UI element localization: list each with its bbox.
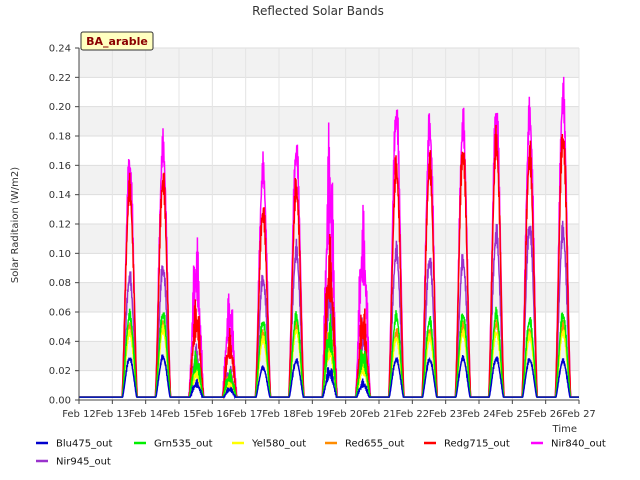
- y-tick-label: 0.04: [49, 337, 71, 348]
- x-tick-label: Feb 14: [129, 409, 163, 420]
- badge-box: [80, 31, 154, 51]
- legend-label: Nir945_out: [56, 457, 111, 468]
- legend-item-redg715-out: Redg715_out: [424, 439, 510, 450]
- legend-item-yel580-out: Yel580_out: [232, 439, 306, 450]
- badge-label: BA_arable: [86, 35, 148, 48]
- y-tick-label: 0.18: [49, 132, 71, 143]
- x-tick-label: Feb 12: [62, 409, 96, 420]
- x-tick-label: Feb 19: [296, 409, 330, 420]
- y-axis-ticks: 0.00 0.02 0.04 0.06 0.08 0.10 0.12 0.14 0.16 0.18…: [49, 44, 79, 407]
- y-tick-label: 0.22: [49, 73, 71, 84]
- y-tick-label: 0.20: [49, 102, 71, 113]
- x-tick-label: Feb 21: [362, 409, 396, 420]
- badge: BA_arable: [80, 31, 154, 51]
- legend-label: Grn535_out: [154, 439, 213, 450]
- x-tick-label: Feb 15: [162, 409, 196, 420]
- y-tick-label: 0.14: [49, 190, 71, 201]
- y-tick-label: 0.06: [49, 308, 71, 319]
- legend-item-nir945-out: Nir945_out: [36, 457, 111, 468]
- y-tick-label: 0.12: [49, 220, 71, 231]
- x-tick-label: Feb 27: [562, 409, 596, 420]
- x-axis-title: Time: [552, 424, 577, 435]
- y-tick-label: 0.02: [49, 366, 71, 377]
- y-tick-label: 0.24: [49, 44, 71, 55]
- legend-label: Blu475_out: [56, 439, 113, 450]
- y-tick-label: 0.00: [49, 396, 71, 407]
- legend-label: Red655_out: [345, 439, 405, 450]
- legend-label: Nir840_out: [551, 439, 606, 450]
- legend-item-red655-out: Red655_out: [325, 439, 405, 450]
- x-tick-label: Feb 13: [96, 409, 130, 420]
- x-tick-label: Feb 23: [429, 409, 463, 420]
- x-tick-label: Feb 20: [329, 409, 363, 420]
- x-tick-label: Feb 26: [529, 409, 563, 420]
- y-tick-label: 0.16: [49, 161, 71, 172]
- legend: Blu475_out Grn535_out Yel580_out Red655_out…: [36, 439, 606, 468]
- x-tick-label: Feb 18: [262, 409, 296, 420]
- legend-label: Redg715_out: [444, 439, 510, 450]
- series-line-redg715-out: [79, 124, 579, 398]
- y-tick-label: 0.08: [49, 278, 71, 289]
- legend-item-grn535-out: Grn535_out: [134, 439, 213, 450]
- legend-item-blu475-out: Blu475_out: [36, 439, 113, 450]
- series-line-blu475-out: [79, 354, 579, 400]
- grid-band: [79, 48, 579, 78]
- x-tick-label: Feb 25: [496, 409, 530, 420]
- x-axis-ticks: Feb 12 Feb 13 Feb 14 Feb 15 Feb 16 Feb 17 Feb …: [62, 400, 596, 420]
- x-tick-label: Feb 16: [196, 409, 230, 420]
- legend-item-nir840-out: Nir840_out: [531, 439, 606, 450]
- chart-title: Reflected Solar Bands: [252, 4, 384, 18]
- y-tick-label: 0.10: [49, 249, 71, 260]
- series-line-grn535-out: [79, 306, 579, 398]
- series-layer: [79, 76, 579, 400]
- legend-label: Yel580_out: [251, 439, 306, 450]
- x-tick-label: Feb 22: [396, 409, 430, 420]
- series-line-yel580-out: [79, 324, 579, 399]
- y-axis-title: Solar Raditaion (W/m2): [10, 167, 21, 283]
- x-tick-label: Feb 17: [229, 409, 263, 420]
- x-tick-label: Feb 24: [462, 409, 496, 420]
